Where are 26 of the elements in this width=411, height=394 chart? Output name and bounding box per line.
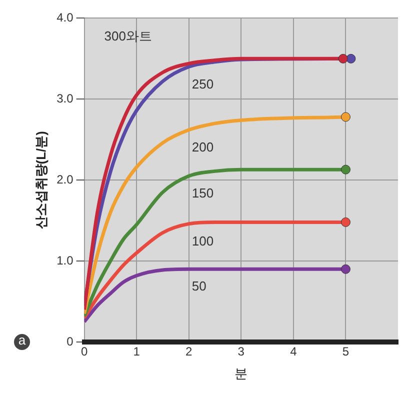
point [340, 264, 350, 274]
point [338, 54, 348, 64]
y-tick-label: 0 [66, 334, 74, 348]
point [340, 164, 350, 174]
x-tick-label: 3 [238, 344, 245, 359]
x-tick-label: 4 [290, 344, 298, 359]
series-label: 200 [192, 139, 214, 154]
series-label: 50 [192, 278, 206, 294]
y-tick-label: 2.0 [56, 172, 74, 186]
text: a [18, 332, 26, 348]
text: 300와트 [104, 28, 152, 44]
series-label: 150 [192, 186, 214, 201]
y-tick-label: 3.0 [56, 91, 74, 106]
y-tick-label: 4.0 [56, 10, 74, 25]
x-tick-label: 5 [342, 344, 350, 359]
point [340, 112, 350, 122]
series-label: 250 [192, 76, 214, 92]
point [340, 217, 350, 227]
point [346, 54, 356, 64]
y-tick-label: 1.0 [56, 253, 74, 268]
y-axis-title: 산소섭취량(L/분) [33, 130, 48, 230]
x-tick-label: 0 [80, 344, 88, 359]
x-tick-label: 1 [133, 344, 140, 359]
x-tick-label: 2 [186, 344, 193, 359]
series-label: 100 [192, 233, 214, 248]
x-axis-title: 분 [234, 366, 248, 381]
